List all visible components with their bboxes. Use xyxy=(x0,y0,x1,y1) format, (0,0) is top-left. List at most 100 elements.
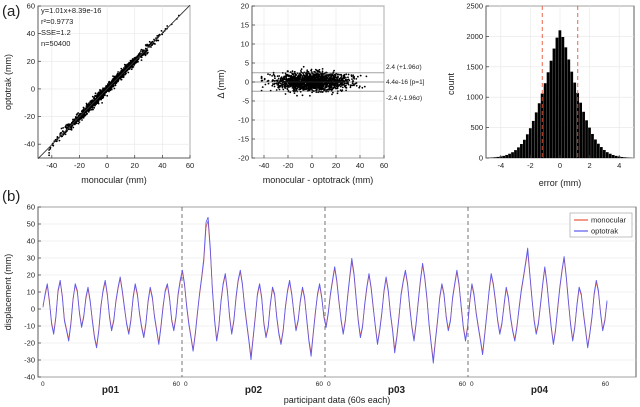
histogram-bar xyxy=(611,154,615,158)
bland-altman-point xyxy=(329,74,331,76)
regression-point xyxy=(117,78,120,81)
bland-altman-point xyxy=(340,76,342,79)
bland-altman-xlabel: monocular - optotrack (mm) xyxy=(263,175,374,185)
bland-altman-point xyxy=(297,86,299,89)
bland-altman-point xyxy=(327,85,330,87)
bland-altman-point xyxy=(336,87,339,90)
p1-xtick-label: -20 xyxy=(74,161,85,170)
regression-point xyxy=(119,72,122,75)
histogram-bar xyxy=(620,156,624,158)
bland-altman-point xyxy=(331,78,334,81)
bland-altman-point xyxy=(284,84,287,87)
regression-point xyxy=(117,71,119,73)
regression-point xyxy=(139,50,142,52)
bland-altman-point xyxy=(365,75,368,78)
bland-altman-reference-label: 2.4 (+1.96σ) xyxy=(386,64,422,71)
bland-altman-point xyxy=(283,82,286,85)
bland-altman-point xyxy=(311,91,313,94)
bland-altman-point xyxy=(358,85,361,88)
bland-altman-point xyxy=(274,77,276,80)
bland-altman-point xyxy=(271,80,274,83)
bland-altman-point xyxy=(332,82,335,85)
bland-altman-point xyxy=(260,75,263,78)
bland-altman-point xyxy=(269,73,271,76)
histogram-bar xyxy=(591,133,594,158)
p3-ytick-label: 1000 xyxy=(466,93,483,102)
histogram-bar xyxy=(514,150,517,158)
bland-altman-point xyxy=(293,88,296,91)
bland-altman-point xyxy=(349,86,352,89)
regression-point xyxy=(116,74,119,77)
bland-altman-point xyxy=(312,84,315,87)
p4-ytick-label: 50 xyxy=(27,220,35,229)
regression-point xyxy=(77,120,79,123)
regression-point xyxy=(56,136,59,138)
segment-label-p04: p04 xyxy=(531,385,549,396)
regression-point xyxy=(156,39,158,42)
p2-ytick-label: -15 xyxy=(238,135,249,144)
bland-altman-point xyxy=(277,79,279,81)
bland-altman-point xyxy=(313,70,316,73)
regression-point xyxy=(96,93,99,96)
regression-annotation-n: n=50400 xyxy=(41,39,70,48)
p2-xtick-label: -40 xyxy=(259,161,270,170)
histogram-bar xyxy=(555,37,559,159)
regression-point xyxy=(133,57,136,60)
bland-altman-point xyxy=(300,70,302,72)
regression-point xyxy=(92,108,94,111)
bland-altman-point xyxy=(357,75,359,78)
regression-point xyxy=(142,49,144,52)
bland-altman-point xyxy=(289,91,292,94)
bland-altman-point xyxy=(290,82,293,84)
bland-altman-point xyxy=(320,77,323,80)
regression-point xyxy=(94,92,97,95)
bland-altman-point xyxy=(300,83,302,86)
bland-altman-point xyxy=(333,73,336,76)
regression-point xyxy=(108,82,111,84)
bland-altman-point xyxy=(309,74,312,77)
histogram-bar xyxy=(605,152,609,158)
regression-point xyxy=(153,38,155,41)
bland-altman-point xyxy=(304,85,306,87)
bland-altman-point xyxy=(323,83,325,86)
regression-point xyxy=(140,59,143,61)
bland-altman-point xyxy=(320,88,323,91)
legend-label-monocular: monocular xyxy=(591,216,627,225)
bland-altman-point xyxy=(318,75,320,77)
regression-annotation-r2: r²=0.9773 xyxy=(41,17,73,26)
regression-point xyxy=(113,75,116,78)
legend-box xyxy=(569,212,633,238)
bland-altman-point xyxy=(359,74,362,77)
segment-tick-label: 0 xyxy=(41,381,45,388)
regression-point xyxy=(88,109,91,111)
bland-altman-point xyxy=(307,83,310,86)
p4-ytick-label: -30 xyxy=(24,356,35,365)
regression-point xyxy=(90,108,93,111)
regression-point xyxy=(129,59,132,62)
regression-point xyxy=(142,53,145,56)
regression-point xyxy=(122,75,125,78)
bland-altman-point xyxy=(325,76,327,79)
bland-altman-point xyxy=(324,88,326,91)
regression-point xyxy=(127,71,130,74)
bland-altman-point xyxy=(315,78,318,81)
bland-altman-point xyxy=(296,84,299,86)
histogram-bar xyxy=(588,127,591,158)
bland-altman-point xyxy=(307,79,309,82)
bland-altman-point xyxy=(335,78,337,81)
bland-altman-point xyxy=(327,75,330,78)
bland-altman-point xyxy=(324,87,327,89)
bland-altman-ylabel: Δ (mm) xyxy=(216,69,226,98)
bland-altman-plot: 2.4 (+1.96σ) 4.4e-16 [p=1] -2.4 (-1.96σ) -… xyxy=(216,2,425,186)
bland-altman-point xyxy=(288,77,290,80)
bland-altman-point xyxy=(314,73,317,75)
regression-annotation-sse: SSE=1.2 xyxy=(41,28,71,37)
bland-altman-point xyxy=(306,70,309,73)
bland-altman-point xyxy=(341,84,343,87)
regression-point xyxy=(120,75,123,78)
bland-altman-point xyxy=(311,85,314,88)
bland-altman-point xyxy=(347,83,350,86)
bland-altman-point xyxy=(361,86,364,89)
p1-xtick-label: 60 xyxy=(186,161,194,170)
bland-altman-point xyxy=(327,82,330,85)
